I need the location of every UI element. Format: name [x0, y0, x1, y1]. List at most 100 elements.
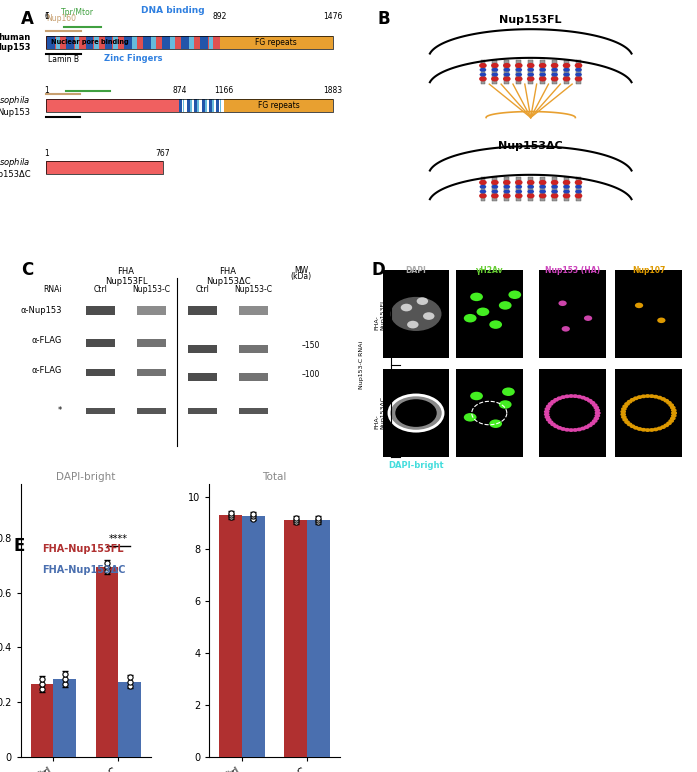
- Circle shape: [641, 428, 646, 432]
- Ellipse shape: [491, 193, 498, 198]
- Text: α-FLAG: α-FLAG: [32, 336, 62, 345]
- Bar: [56, 36, 60, 49]
- Bar: [31, 684, 54, 757]
- Text: Nup153ΔC: Nup153ΔC: [498, 141, 563, 151]
- Point: [59, 668, 70, 680]
- Bar: [137, 339, 166, 347]
- Circle shape: [660, 397, 666, 401]
- Point: [313, 514, 324, 527]
- Circle shape: [633, 396, 638, 400]
- Point: [225, 509, 236, 521]
- Bar: [47, 161, 163, 174]
- Bar: [86, 369, 115, 376]
- Circle shape: [564, 428, 570, 432]
- Circle shape: [668, 403, 674, 407]
- Point: [248, 510, 259, 523]
- Ellipse shape: [515, 63, 523, 68]
- Bar: [118, 682, 141, 757]
- Ellipse shape: [563, 73, 570, 76]
- Text: γH2Av: γH2Av: [475, 266, 503, 275]
- Circle shape: [390, 297, 441, 331]
- Circle shape: [546, 405, 551, 408]
- Ellipse shape: [563, 68, 570, 72]
- Ellipse shape: [551, 190, 558, 194]
- Bar: [239, 306, 268, 315]
- Circle shape: [564, 394, 570, 398]
- Circle shape: [544, 415, 550, 419]
- Bar: [220, 515, 242, 757]
- Point: [313, 512, 324, 524]
- Bar: [480, 60, 485, 84]
- Circle shape: [584, 425, 590, 429]
- Point: [36, 683, 47, 696]
- Bar: [47, 99, 333, 112]
- Ellipse shape: [479, 180, 487, 185]
- Circle shape: [670, 417, 675, 421]
- Bar: [383, 270, 450, 357]
- Circle shape: [670, 406, 675, 410]
- Circle shape: [653, 394, 659, 398]
- Circle shape: [649, 394, 654, 398]
- Text: 1: 1: [44, 86, 49, 96]
- Text: Nup160: Nup160: [47, 14, 77, 23]
- Point: [124, 676, 135, 688]
- Text: ****: ****: [109, 533, 128, 543]
- Ellipse shape: [539, 193, 546, 198]
- Circle shape: [499, 400, 512, 409]
- Circle shape: [641, 394, 646, 398]
- Text: Lamin B: Lamin B: [48, 55, 79, 64]
- Ellipse shape: [491, 73, 498, 76]
- Bar: [86, 36, 93, 49]
- Circle shape: [580, 396, 586, 400]
- Bar: [86, 306, 115, 315]
- Text: 874: 874: [172, 86, 187, 96]
- Text: human
Nup153: human Nup153: [0, 32, 31, 52]
- Text: FHA-
Nup153ΔC: FHA- Nup153ΔC: [374, 395, 385, 428]
- Bar: [47, 161, 163, 174]
- Circle shape: [560, 427, 566, 431]
- Ellipse shape: [539, 190, 546, 194]
- Circle shape: [477, 307, 489, 316]
- Text: FHA-Nup153ΔC: FHA-Nup153ΔC: [42, 565, 125, 575]
- Ellipse shape: [575, 73, 582, 76]
- Circle shape: [671, 408, 677, 412]
- Circle shape: [502, 388, 515, 396]
- Circle shape: [620, 410, 626, 414]
- Circle shape: [546, 418, 551, 422]
- Bar: [137, 408, 166, 414]
- Bar: [183, 99, 184, 112]
- Circle shape: [587, 399, 592, 403]
- Circle shape: [470, 293, 483, 301]
- Text: RNAi: RNAi: [44, 285, 62, 293]
- Ellipse shape: [551, 193, 558, 198]
- Circle shape: [572, 394, 578, 398]
- Bar: [188, 373, 217, 381]
- Circle shape: [664, 423, 669, 427]
- Point: [36, 678, 47, 690]
- Bar: [539, 369, 606, 457]
- Point: [124, 672, 135, 684]
- Bar: [151, 36, 156, 49]
- Text: α-Nup153: α-Nup153: [21, 306, 62, 315]
- Ellipse shape: [539, 76, 546, 82]
- Circle shape: [508, 290, 521, 299]
- Ellipse shape: [480, 73, 487, 76]
- Point: [102, 565, 113, 577]
- Ellipse shape: [491, 68, 498, 72]
- Circle shape: [562, 326, 570, 332]
- Circle shape: [576, 428, 582, 432]
- Ellipse shape: [515, 190, 522, 194]
- Ellipse shape: [491, 63, 498, 68]
- Text: DNA binding: DNA binding: [141, 6, 204, 15]
- Bar: [493, 178, 497, 201]
- Circle shape: [592, 403, 597, 407]
- Bar: [105, 36, 112, 49]
- Bar: [47, 36, 220, 49]
- Circle shape: [556, 396, 562, 400]
- Ellipse shape: [539, 180, 546, 185]
- Ellipse shape: [527, 63, 535, 68]
- Ellipse shape: [503, 190, 510, 194]
- Bar: [162, 36, 170, 49]
- Text: FG repeats: FG repeats: [255, 38, 297, 47]
- Bar: [516, 178, 521, 201]
